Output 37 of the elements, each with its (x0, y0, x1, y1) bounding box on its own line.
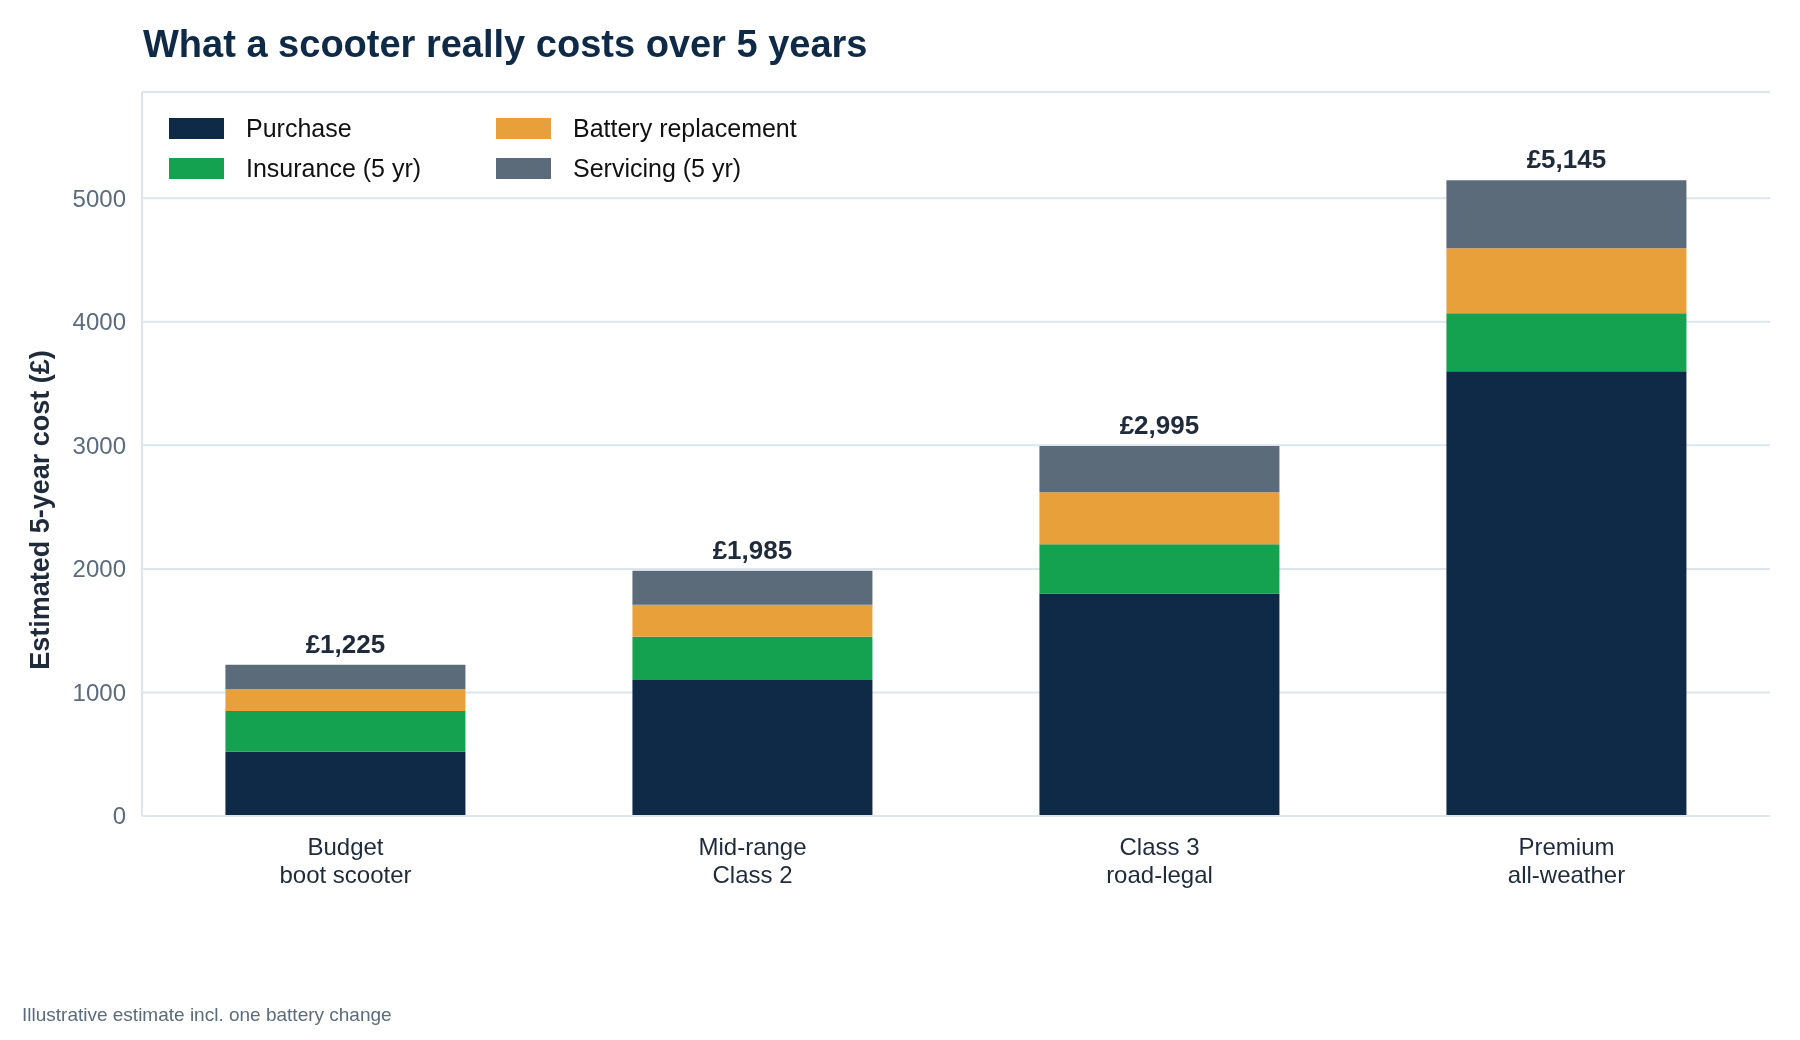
bar (632, 604, 873, 637)
y-tick-label: 5000 (72, 184, 126, 212)
y-axis-title: Estimated 5-year cost (£) (25, 350, 56, 670)
bar (632, 680, 873, 816)
legend-label: Insurance (5 yr) (246, 153, 422, 183)
bar (1446, 313, 1687, 372)
bar (1039, 593, 1280, 816)
bar (1039, 544, 1280, 594)
bar (1446, 180, 1687, 249)
legend-label: Battery replacement (573, 113, 797, 143)
chart-title: What a scooter really costs over 5 years (143, 23, 868, 66)
y-tick-label: 2000 (72, 555, 126, 583)
y-tick-label: 0 (112, 802, 126, 830)
bar (225, 664, 466, 690)
total-label: £1,225 (305, 628, 386, 659)
bar (225, 710, 466, 752)
bar (1446, 371, 1687, 816)
bar (225, 689, 466, 711)
total-label: £2,995 (1119, 409, 1200, 440)
x-tick-label: Premium all-weather (1507, 832, 1626, 888)
y-tick-label: 3000 (72, 431, 126, 459)
legend-label: Servicing (5 yr) (573, 153, 742, 183)
text: Illustrative estimate incl. one battery change (22, 1004, 392, 1026)
bar (1446, 248, 1687, 314)
y-tick-label: 4000 (72, 308, 126, 336)
y-tick-label: 1000 (72, 678, 126, 706)
bar (632, 570, 873, 605)
bar (632, 636, 873, 681)
x-tick-label: Budget boot scooter (279, 832, 412, 888)
x-tick-label: Mid-range Class 2 (698, 832, 807, 888)
x-tick-label: Class 3 road-legal (1106, 832, 1213, 888)
bar (225, 751, 466, 816)
total-label: £1,985 (712, 534, 793, 565)
bar (1039, 492, 1280, 545)
total-label: £5,145 (1526, 144, 1607, 175)
bar (1039, 445, 1280, 493)
legend-label: Purchase (246, 113, 352, 143)
